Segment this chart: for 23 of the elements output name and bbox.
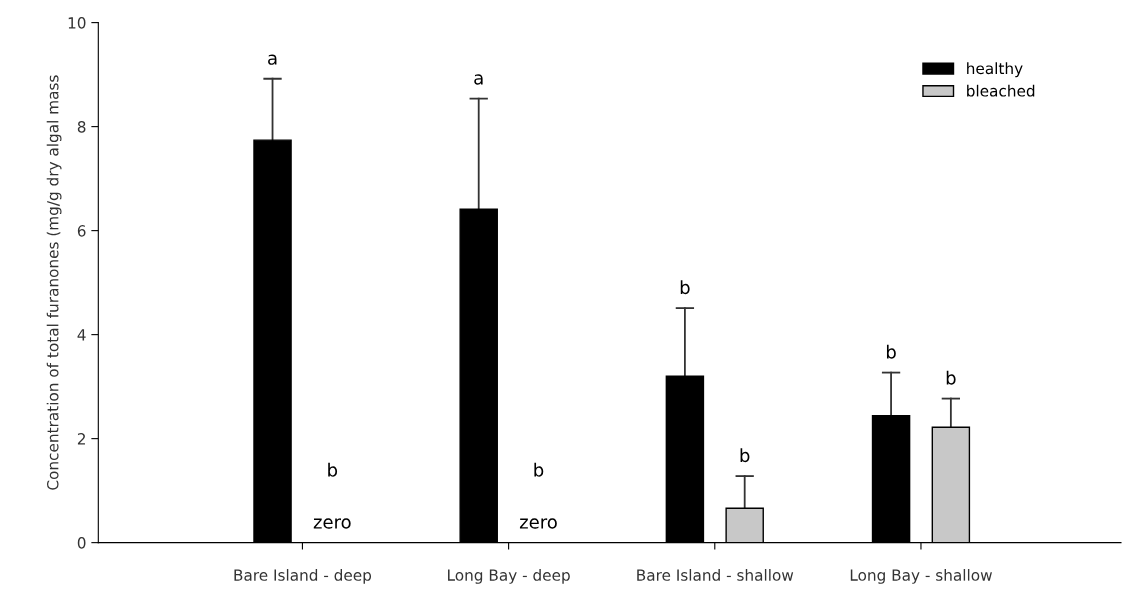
annotation: zero bbox=[519, 518, 557, 529]
x-tick-label: Bare Island - shallow bbox=[637, 569, 794, 581]
annotation: b bbox=[534, 462, 544, 477]
annotation: b bbox=[680, 280, 690, 295]
annotation: zero bbox=[313, 518, 351, 529]
y-tick-label: 0 bbox=[77, 537, 86, 549]
annotation: b bbox=[886, 344, 896, 359]
y-tick-label: 4 bbox=[77, 329, 86, 341]
annotation: b bbox=[946, 370, 956, 385]
annotation: b bbox=[328, 462, 338, 477]
y-tick-label: 8 bbox=[77, 121, 86, 133]
y-tick-label: 2 bbox=[77, 433, 85, 445]
annotation: a bbox=[268, 54, 277, 65]
y-tick-label: 10 bbox=[68, 17, 86, 29]
x-tick-label: Long Bay - deep bbox=[448, 569, 570, 584]
annotation: a bbox=[474, 74, 483, 85]
legend-label: bleached bbox=[967, 84, 1035, 97]
legend-label: healthy bbox=[967, 62, 1023, 78]
y-axis-title: Concentration of total furanones (mg/g dry algal mass bbox=[46, 75, 62, 490]
x-tick-label: Bare Island - deep bbox=[234, 569, 372, 584]
y-tick-label: 6 bbox=[77, 225, 86, 237]
annotation: b bbox=[740, 448, 750, 463]
x-tick-label: Long Bay - shallow bbox=[850, 569, 992, 584]
